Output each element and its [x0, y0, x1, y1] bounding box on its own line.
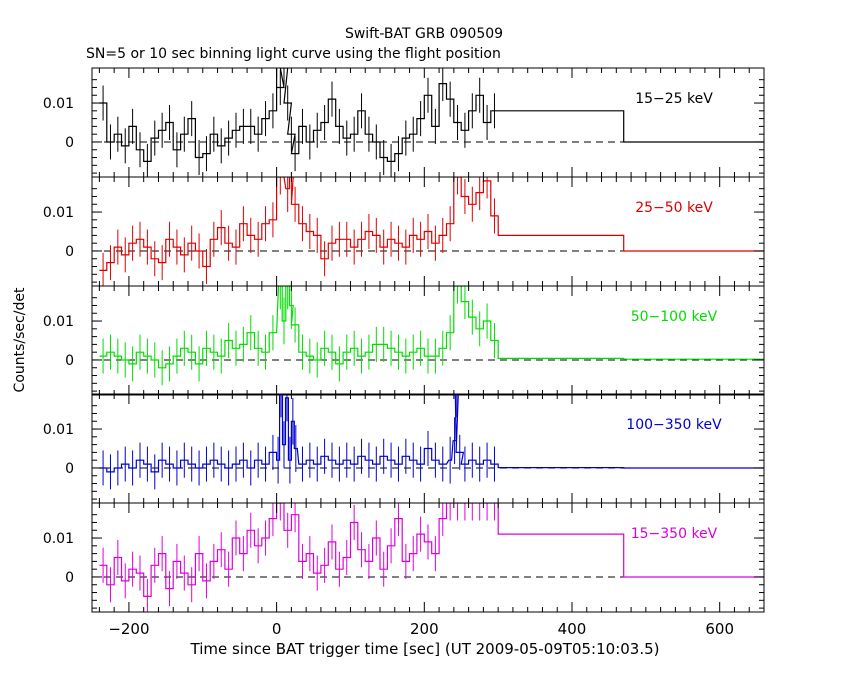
x-tick-label: 200 — [410, 620, 439, 638]
band-label: 100−350 keV — [626, 417, 722, 433]
band-label: 15−350 keV — [631, 526, 718, 542]
y-tick-label: 0.01 — [43, 314, 74, 330]
x-tick-label: 400 — [558, 620, 587, 638]
series-1 — [99, 68, 764, 177]
x-tick-label: −200 — [108, 620, 149, 638]
band-label: 50−100 keV — [631, 309, 718, 325]
panel-4: 0 0.01 100−350 keV — [43, 393, 765, 504]
y-tick-label: 0 — [65, 135, 74, 151]
y-axis-label: Counts/sec/det — [12, 287, 28, 392]
panel-1: 0 0.01 15−25 keV — [43, 67, 765, 178]
y-tick-label: 0 — [65, 244, 74, 260]
panel-5: 0 0.01 15−350 keV — [43, 502, 765, 613]
y-tick-label: 0 — [65, 353, 74, 369]
chart-title: Swift-BAT GRB 090509 — [345, 26, 503, 42]
series-4 — [99, 394, 764, 490]
panel-2: 0 0.01 25−50 keV — [43, 176, 765, 287]
y-tick-label: 0 — [65, 570, 74, 586]
x-axis-label: Time since BAT trigger time [sec] (UT 20… — [190, 640, 660, 658]
series-2 — [99, 177, 764, 286]
step-line — [99, 68, 764, 162]
chart-subtitle: SN=5 or 10 sec binning light curve using… — [86, 46, 501, 62]
y-tick-label: 0.01 — [43, 422, 74, 438]
step-line — [99, 177, 764, 271]
y-tick-label: 0.01 — [43, 531, 74, 547]
band-label: 25−50 keV — [635, 200, 713, 216]
band-label: 15−25 keV — [635, 91, 713, 107]
panel-3: 0 0.01 50−100 keV — [43, 285, 765, 396]
y-tick-label: 0.01 — [43, 205, 74, 221]
x-tick-label: 600 — [705, 620, 734, 638]
panels-group: 0 0.01 15−25 keV 0 0.01 25−50 keV 0 0.01 50−100 … — [43, 67, 765, 638]
panel-frame — [91, 502, 765, 613]
series-5 — [99, 503, 764, 612]
y-tick-label: 0 — [65, 461, 74, 477]
series-3 — [99, 286, 764, 386]
y-tick-label: 0.01 — [43, 96, 74, 112]
x-tick-label: 0 — [272, 620, 282, 638]
panel-frame — [91, 285, 765, 396]
